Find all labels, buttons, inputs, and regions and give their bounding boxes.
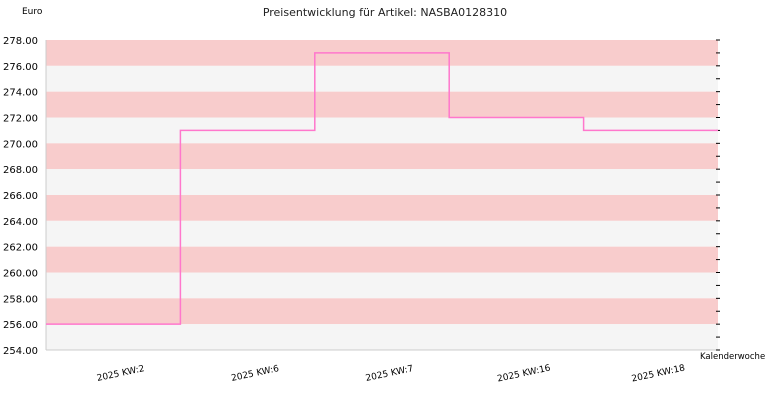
x-tick-label: 2025 KW:16: [496, 363, 551, 384]
chart-band: [46, 195, 718, 221]
y-tick-label: 262.00: [3, 243, 38, 254]
chart-band: [46, 272, 718, 299]
y-tick-label: 264.00: [3, 217, 38, 228]
y-tick-label: 268.00: [3, 165, 38, 176]
y-tick-label: 278.00: [3, 36, 38, 47]
y-tick-label: 258.00: [3, 294, 38, 305]
y-tick-label: 274.00: [3, 88, 38, 99]
price-series: [46, 52, 718, 325]
y-tick-label: 272.00: [3, 114, 38, 125]
y-tick-label: 266.00: [3, 191, 38, 202]
y-axis: 254.00 256.00 258.00 260.00 262.00 264.00 266.…: [3, 36, 38, 357]
x-tick-label: 2025 KW:6: [230, 364, 280, 384]
chart-band: [46, 169, 718, 195]
y-tick-label: 256.00: [3, 320, 38, 331]
x-axis-label: Kalenderwoche: [700, 352, 765, 362]
chart-band: [46, 246, 718, 273]
price-step-line: [46, 52, 718, 325]
chart-band: [46, 324, 718, 350]
x-axis: 2025 KW:2 2025 KW:6 2025 KW:7 2025 KW:16 202…: [96, 363, 686, 384]
chart-background-bands: [45, 40, 718, 351]
chart-band: [46, 298, 718, 325]
y-tick-label: 276.00: [3, 62, 38, 73]
y-axis-label: Euro: [22, 7, 43, 17]
y-tick-label: 270.00: [3, 139, 38, 150]
x-tick-label: 2025 KW:2: [96, 364, 146, 384]
chart-band: [46, 143, 718, 170]
y-tick-label: 254.00: [3, 346, 38, 357]
chart-band: [46, 91, 718, 118]
chart-band: [46, 65, 718, 92]
x-tick-label: 2025 KW:7: [365, 364, 415, 384]
chart-band: [46, 220, 718, 247]
x-tick-label: 2025 KW:18: [631, 363, 686, 384]
right-axis-ticks: [716, 39, 720, 351]
chart-title: Preisentwicklung für Artikel: NASBA01283…: [263, 6, 507, 19]
y-tick-label: 260.00: [3, 269, 38, 280]
